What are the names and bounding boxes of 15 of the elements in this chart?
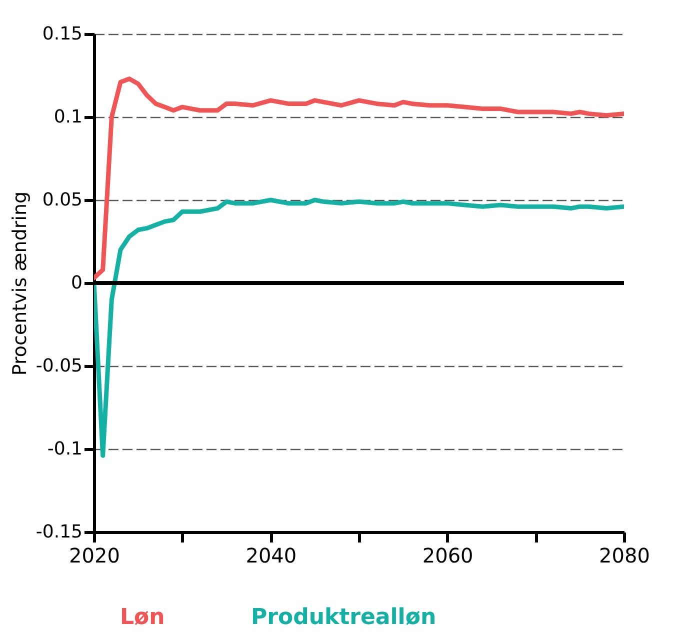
y-tick-label: 0.05 — [42, 190, 82, 210]
line-series — [94, 76, 624, 280]
y-tick-label: -0.15 — [36, 522, 82, 542]
y-tick-label: -0.05 — [36, 356, 82, 376]
y-tick-label: 0.1 — [54, 106, 82, 128]
x-tick-label: 2020 — [69, 544, 120, 568]
y-tick-label: 0 — [71, 272, 82, 294]
text: Produktrealløn — [251, 605, 436, 630]
text: Løn — [120, 605, 165, 630]
y-tick-label: 0.15 — [42, 24, 82, 44]
x-tick-label: 2060 — [422, 544, 474, 568]
x-tick-label: 2080 — [599, 544, 650, 568]
x-tick-label: 2040 — [246, 544, 297, 568]
y-tick-label: -0.1 — [47, 438, 82, 460]
y-axis-title: Procentvis ændring — [8, 191, 31, 376]
